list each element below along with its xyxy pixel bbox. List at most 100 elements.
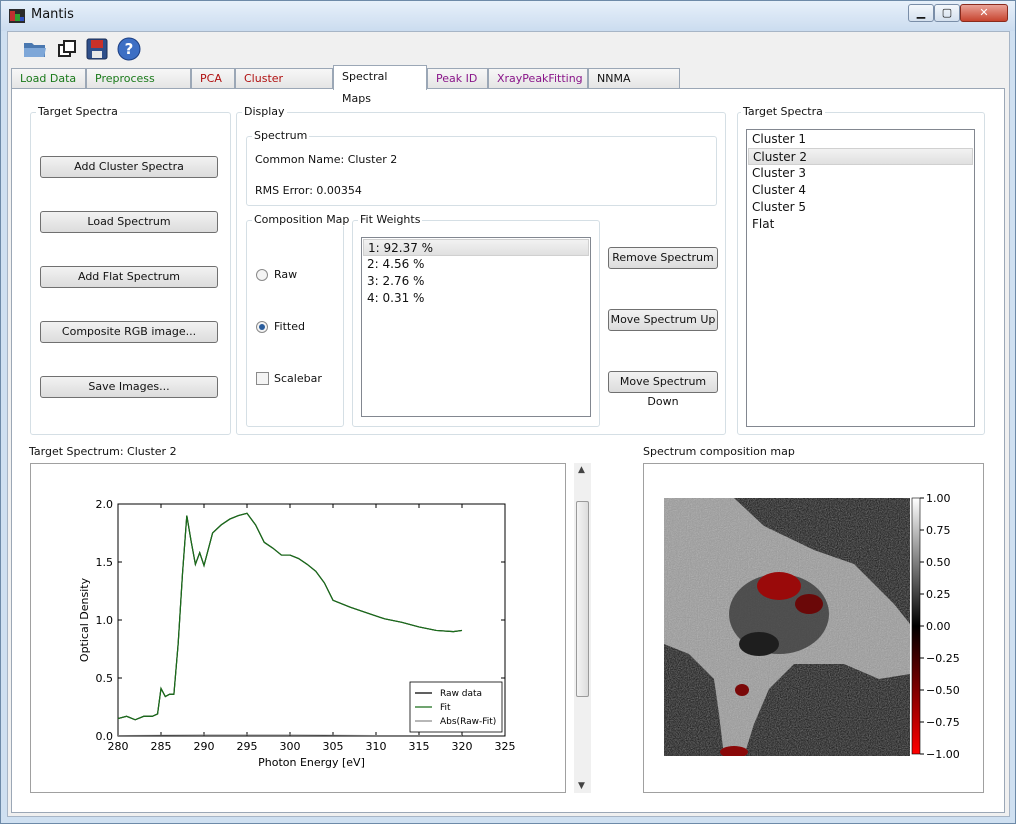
x-tick-label: 285 xyxy=(151,740,172,753)
display-group xyxy=(236,112,726,435)
group-title: Spectrum xyxy=(252,129,310,142)
scroll-down-icon[interactable]: ▼ xyxy=(578,781,585,791)
composition-map-title: Spectrum composition map xyxy=(643,445,795,458)
raw-label: Raw xyxy=(274,268,298,281)
tab-xraypeakfitting[interactable]: XrayPeakFitting xyxy=(488,68,588,89)
colorbar-tick-label: 0.00 xyxy=(926,620,951,633)
group-title: Display xyxy=(242,105,287,118)
colorbar-tick-label: −1.00 xyxy=(926,748,960,761)
y-tick-label: 0.0 xyxy=(96,730,114,743)
x-tick-label: 310 xyxy=(366,740,387,753)
colorbar-tick-label: 0.25 xyxy=(926,588,951,601)
target-spectra-list[interactable]: Cluster 1 Cluster 2 Cluster 3 Cluster 4 … xyxy=(746,129,975,427)
series-line-abs-raw-fit- xyxy=(117,734,462,736)
x-tick-label: 280 xyxy=(108,740,129,753)
colorbar-tick-label: 0.75 xyxy=(926,524,951,537)
client-area: ? Load Data Preprocess Data PCA Cluster … xyxy=(7,31,1010,817)
remove-spectrum-button[interactable]: Remove Spectrum xyxy=(608,247,718,269)
tab-spectral-maps[interactable]: Spectral Maps xyxy=(333,65,427,105)
y-axis-label: Optical Density xyxy=(78,577,91,662)
group-title: Composition Map xyxy=(252,213,352,226)
group-title: Target Spectra xyxy=(741,105,825,118)
list-item[interactable]: Cluster 2 xyxy=(748,148,973,165)
fitted-label: Fitted xyxy=(274,320,305,333)
spectrum-group xyxy=(246,136,717,206)
list-item[interactable]: Cluster 4 xyxy=(752,183,807,197)
list-item[interactable]: Flat xyxy=(752,217,775,231)
toolbar: ? xyxy=(8,32,1009,66)
open-folder-icon[interactable] xyxy=(22,36,48,62)
rms-error-label: RMS Error: 0.00354 xyxy=(255,184,362,197)
list-item[interactable]: Cluster 1 xyxy=(752,132,807,146)
svg-text:?: ? xyxy=(125,40,134,58)
load-spectrum-button[interactable]: Load Spectrum xyxy=(40,211,218,233)
y-tick-label: 1.0 xyxy=(96,614,114,627)
group-title: Target Spectra xyxy=(36,105,120,118)
scroll-thumb[interactable] xyxy=(576,501,589,697)
tab-label: PCA xyxy=(200,72,222,85)
minimize-button[interactable]: ▁ xyxy=(908,4,934,22)
target-spectra-actions-group xyxy=(30,112,231,435)
x-tick-label: 320 xyxy=(452,740,473,753)
copy-icon[interactable] xyxy=(54,36,80,62)
close-button[interactable]: ✕ xyxy=(960,4,1008,22)
spectrum-chart: 280 285 290 295 300 305 310 315 320 325 0.0 0.5 1.0 1… xyxy=(78,498,516,769)
common-name-label: Common Name: Cluster 2 xyxy=(255,153,398,166)
scalebar-label: Scalebar xyxy=(274,372,322,385)
help-icon[interactable]: ? xyxy=(116,36,142,62)
move-spectrum-down-button[interactable]: Move Spectrum Down xyxy=(608,371,718,408)
composition-map-frame: 1.00 0.75 0.50 0.25 0.00 −0.25 −0.50 −0.75 −1.00 xyxy=(643,463,984,793)
move-spectrum-up-button[interactable]: Move Spectrum Up xyxy=(608,309,718,331)
maximize-button[interactable]: ▢ xyxy=(934,4,960,22)
y-tick-label: 0.5 xyxy=(96,672,114,685)
add-cluster-spectra-button[interactable]: Add Cluster Spectra xyxy=(40,156,218,178)
series-line-fit xyxy=(117,512,463,721)
tab-cluster-analysis[interactable]: Cluster Analysis xyxy=(235,68,333,105)
list-item[interactable]: 3: 2.76 % xyxy=(367,274,425,288)
colorbar-tick-label: −0.50 xyxy=(926,684,960,697)
x-tick-label: 305 xyxy=(323,740,344,753)
tab-preprocess-data[interactable]: Preprocess Data xyxy=(86,68,191,105)
raw-radio[interactable] xyxy=(256,269,268,281)
spectrum-plot-frame: 280 285 290 295 300 305 310 315 320 325 0.0 0.5 1.0 1… xyxy=(30,463,566,793)
colorbar-tick-label: −0.25 xyxy=(926,652,960,665)
scroll-up-icon[interactable]: ▲ xyxy=(578,465,585,475)
tab-nnma-analysis[interactable]: NNMA Analysis xyxy=(588,68,680,105)
tab-load-data[interactable]: Load Data xyxy=(11,68,86,89)
composite-rgb-image-button[interactable]: Composite RGB image... xyxy=(40,321,218,343)
list-item[interactable]: 2: 4.56 % xyxy=(367,257,425,271)
legend-label: Raw data xyxy=(440,689,482,699)
x-axis-label: Photon Energy [eV] xyxy=(258,756,365,769)
group-title: Fit Weights xyxy=(358,213,423,226)
tab-label: XrayPeakFitting xyxy=(497,72,583,85)
x-tick-label: 295 xyxy=(237,740,258,753)
list-item[interactable]: Cluster 5 xyxy=(752,200,807,214)
colorbar-tick-label: −0.75 xyxy=(926,716,960,729)
save-icon[interactable] xyxy=(84,36,110,62)
colorbar xyxy=(911,497,921,755)
x-tick-label: 300 xyxy=(280,740,301,753)
fit-weights-list[interactable]: 1: 92.37 % 2: 4.56 % 3: 2.76 % 4: 0.31 % xyxy=(361,237,591,417)
tab-label: Spectral Maps xyxy=(342,70,388,105)
tab-peak-id[interactable]: Peak ID xyxy=(427,68,488,89)
y-tick-label: 2.0 xyxy=(96,498,114,511)
composition-map-image: 1.00 0.75 0.50 0.25 0.00 −0.25 −0.50 −0.75 −1.00 xyxy=(664,492,960,761)
plot-scrollbar[interactable]: ▲ ▼ xyxy=(574,463,591,793)
tab-label: Load Data xyxy=(20,72,77,85)
fit-weights-group xyxy=(352,220,600,427)
list-item[interactable]: Cluster 3 xyxy=(752,166,807,180)
save-images-button[interactable]: Save Images... xyxy=(40,376,218,398)
tab-pca[interactable]: PCA xyxy=(191,68,235,89)
spectrum-plot-title: Target Spectrum: Cluster 2 xyxy=(29,445,177,458)
legend-label: Abs(Raw-Fit) xyxy=(440,717,496,727)
window-title: Mantis xyxy=(31,7,74,22)
title-bar[interactable]: Mantis ▁ ▢ ✕ xyxy=(1,1,1015,31)
list-item[interactable]: 4: 0.31 % xyxy=(367,291,425,305)
spectral-maps-page: Target Spectra Add Cluster Spectra Load … xyxy=(11,88,1005,813)
add-flat-spectrum-button[interactable]: Add Flat Spectrum xyxy=(40,266,218,288)
fitted-radio[interactable] xyxy=(256,321,268,333)
scalebar-checkbox[interactable] xyxy=(256,372,269,385)
x-tick-label: 290 xyxy=(194,740,215,753)
list-item[interactable]: 1: 92.37 % xyxy=(363,239,589,256)
